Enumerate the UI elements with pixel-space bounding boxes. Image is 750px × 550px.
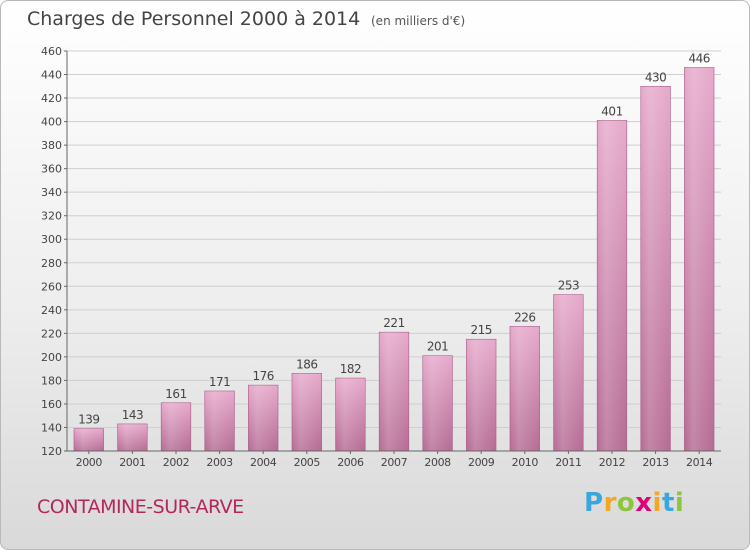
y-tick-label: 460 [41, 45, 62, 58]
x-tick-label: 2013 [642, 456, 669, 469]
x-tick-label: 2001 [119, 456, 145, 469]
y-tick-label: 180 [41, 374, 62, 387]
x-tick-label: 2010 [512, 456, 539, 469]
value-label: 139 [78, 413, 99, 427]
bar-highlight [422, 355, 453, 451]
x-tick-label: 2000 [76, 456, 103, 469]
y-tick-label: 140 [41, 421, 62, 434]
value-label: 253 [558, 279, 579, 293]
bar-highlight [553, 294, 584, 451]
value-label: 430 [645, 70, 666, 84]
x-tick-label: 2006 [337, 456, 364, 469]
y-tick-label: 220 [41, 327, 62, 340]
bar-highlight [291, 373, 322, 451]
value-label: 201 [427, 340, 448, 354]
proxiti-logo: Proxiti [584, 488, 684, 518]
x-tick-label: 2011 [555, 456, 581, 469]
bar-highlight [684, 67, 715, 452]
logo-letter: o [616, 488, 636, 518]
value-label: 186 [296, 357, 317, 371]
logo-letter: x [635, 488, 653, 518]
y-tick-label: 260 [41, 280, 62, 293]
x-tick-label: 2003 [206, 456, 233, 469]
value-label: 226 [514, 310, 535, 324]
x-tick-label: 2007 [381, 456, 408, 469]
y-tick-label: 400 [41, 116, 62, 129]
bar-highlight [248, 385, 279, 451]
logo-letter: t [661, 488, 675, 518]
y-tick-label: 300 [41, 233, 62, 246]
bar-highlight [204, 391, 235, 451]
value-label: 171 [209, 375, 230, 389]
chart-title: Charges de Personnel 2000 à 2014 [27, 8, 361, 30]
value-label: 215 [470, 323, 491, 337]
x-tick-label: 2004 [250, 456, 277, 469]
bar-highlight [597, 120, 627, 451]
bar-highlight [161, 402, 191, 451]
y-tick-label: 420 [41, 92, 62, 105]
y-tick-label: 320 [41, 210, 62, 223]
bar-highlight [379, 332, 409, 451]
x-tick-label: 2002 [163, 456, 189, 469]
bar-highlight [335, 378, 366, 451]
value-label: 176 [252, 369, 273, 383]
x-tick-label: 2014 [686, 456, 713, 469]
chart-subtitle: (en milliers d'€) [371, 14, 466, 28]
value-label: 143 [122, 408, 143, 422]
x-tick-label: 2008 [424, 456, 451, 469]
y-tick-label: 440 [41, 69, 62, 82]
bar-highlight [509, 326, 540, 451]
value-label: 182 [340, 362, 361, 376]
logo-letter: r [603, 488, 617, 518]
value-label: 446 [688, 51, 709, 65]
y-tick-label: 380 [41, 139, 62, 152]
bar-highlight [466, 339, 497, 451]
y-tick-label: 120 [41, 445, 62, 458]
logo-letter: i [652, 488, 662, 518]
y-tick-label: 240 [41, 304, 62, 317]
logo-letter: i [674, 488, 685, 518]
x-tick-label: 2005 [294, 456, 321, 469]
y-tick-label: 160 [41, 398, 62, 411]
x-tick-label: 2009 [468, 456, 495, 469]
y-tick-label: 200 [41, 351, 62, 364]
value-label: 401 [601, 104, 622, 118]
logo-letter: P [584, 488, 604, 518]
commune-name: CONTAMINE-SUR-ARVE [37, 496, 244, 518]
y-tick-label: 340 [41, 186, 62, 199]
y-tick-label: 360 [41, 163, 62, 176]
value-label: 221 [383, 316, 404, 330]
y-tick-label: 280 [41, 257, 62, 270]
bar-highlight [640, 86, 671, 451]
value-label: 161 [165, 387, 186, 401]
x-tick-label: 2012 [599, 456, 625, 469]
bar-highlight [73, 428, 104, 451]
bar-highlight [117, 423, 148, 451]
